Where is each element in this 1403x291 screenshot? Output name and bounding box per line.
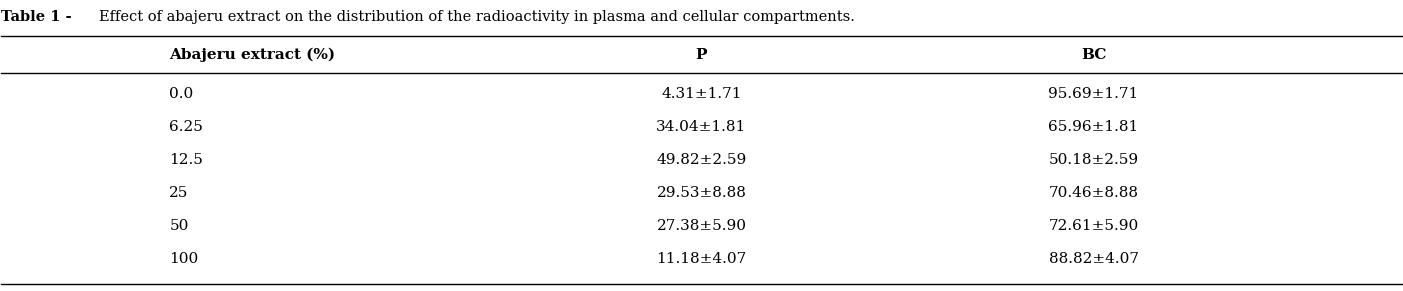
Text: 50.18±2.59: 50.18±2.59 — [1048, 153, 1139, 167]
Text: 0.0: 0.0 — [170, 87, 194, 101]
Text: Effect of abajeru extract on the distribution of the radioactivity in plasma and: Effect of abajeru extract on the distrib… — [100, 10, 854, 24]
Text: 50: 50 — [170, 219, 189, 233]
Text: 95.69±1.71: 95.69±1.71 — [1048, 87, 1139, 101]
Text: 6.25: 6.25 — [170, 120, 203, 134]
Text: Table 1 -: Table 1 - — [1, 10, 77, 24]
Text: 25: 25 — [170, 186, 189, 200]
Text: P: P — [696, 48, 707, 62]
Text: Abajeru extract (%): Abajeru extract (%) — [170, 47, 335, 62]
Text: 70.46±8.88: 70.46±8.88 — [1048, 186, 1139, 200]
Text: 4.31±1.71: 4.31±1.71 — [661, 87, 742, 101]
Text: 34.04±1.81: 34.04±1.81 — [657, 120, 746, 134]
Text: 72.61±5.90: 72.61±5.90 — [1048, 219, 1139, 233]
Text: 65.96±1.81: 65.96±1.81 — [1048, 120, 1139, 134]
Text: 27.38±5.90: 27.38±5.90 — [657, 219, 746, 233]
Text: 88.82±4.07: 88.82±4.07 — [1048, 252, 1139, 266]
Text: 11.18±4.07: 11.18±4.07 — [657, 252, 746, 266]
Text: 100: 100 — [170, 252, 199, 266]
Text: BC: BC — [1080, 48, 1106, 62]
Text: 29.53±8.88: 29.53±8.88 — [657, 186, 746, 200]
Text: 49.82±2.59: 49.82±2.59 — [657, 153, 746, 167]
Text: 12.5: 12.5 — [170, 153, 203, 167]
